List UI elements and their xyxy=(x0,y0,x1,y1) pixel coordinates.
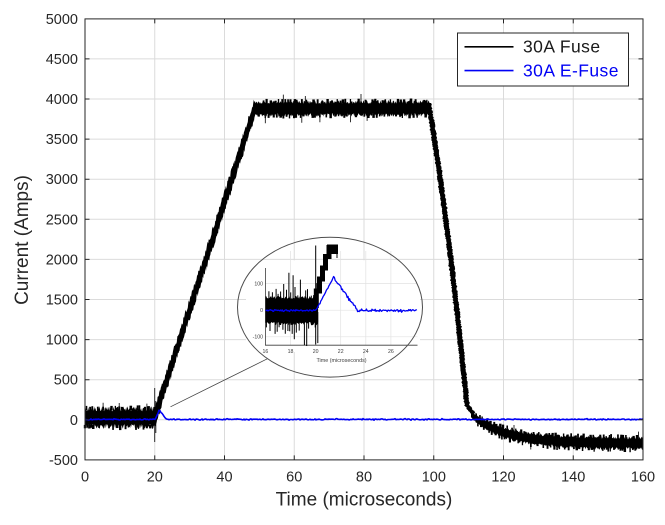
svg-text:18: 18 xyxy=(288,349,294,355)
svg-text:24: 24 xyxy=(363,349,369,355)
svg-text:60: 60 xyxy=(286,470,302,486)
svg-text:2500: 2500 xyxy=(46,212,78,228)
svg-text:Time (microseconds): Time (microseconds) xyxy=(276,490,453,511)
svg-text:-100: -100 xyxy=(253,335,263,341)
svg-text:40: 40 xyxy=(216,470,232,486)
svg-text:Current (Amps): Current (Amps) xyxy=(12,175,33,305)
svg-text:4500: 4500 xyxy=(46,52,78,68)
svg-text:2000: 2000 xyxy=(46,252,78,268)
svg-text:16: 16 xyxy=(263,349,269,355)
svg-text:20: 20 xyxy=(313,349,319,355)
svg-text:26: 26 xyxy=(388,349,394,355)
svg-text:3000: 3000 xyxy=(46,172,78,188)
svg-text:500: 500 xyxy=(54,373,78,389)
svg-text:4000: 4000 xyxy=(46,92,78,108)
svg-text:100: 100 xyxy=(422,470,446,486)
svg-text:30A E-Fuse: 30A E-Fuse xyxy=(523,60,619,80)
svg-text:160: 160 xyxy=(631,470,655,486)
svg-text:0: 0 xyxy=(81,470,89,486)
svg-text:0: 0 xyxy=(260,308,263,314)
svg-text:22: 22 xyxy=(338,349,344,355)
svg-text:140: 140 xyxy=(561,470,585,486)
svg-text:5000: 5000 xyxy=(46,12,78,28)
svg-text:30A Fuse: 30A Fuse xyxy=(523,37,601,57)
svg-text:3500: 3500 xyxy=(46,132,78,148)
svg-text:-500: -500 xyxy=(49,453,78,469)
svg-text:1500: 1500 xyxy=(46,293,78,309)
svg-text:1000: 1000 xyxy=(46,333,78,349)
svg-text:120: 120 xyxy=(491,470,515,486)
svg-text:20: 20 xyxy=(147,470,163,486)
svg-text:Time (microseconds): Time (microseconds) xyxy=(316,358,366,364)
svg-text:100: 100 xyxy=(254,282,263,288)
svg-text:80: 80 xyxy=(356,470,372,486)
svg-text:0: 0 xyxy=(70,413,78,429)
